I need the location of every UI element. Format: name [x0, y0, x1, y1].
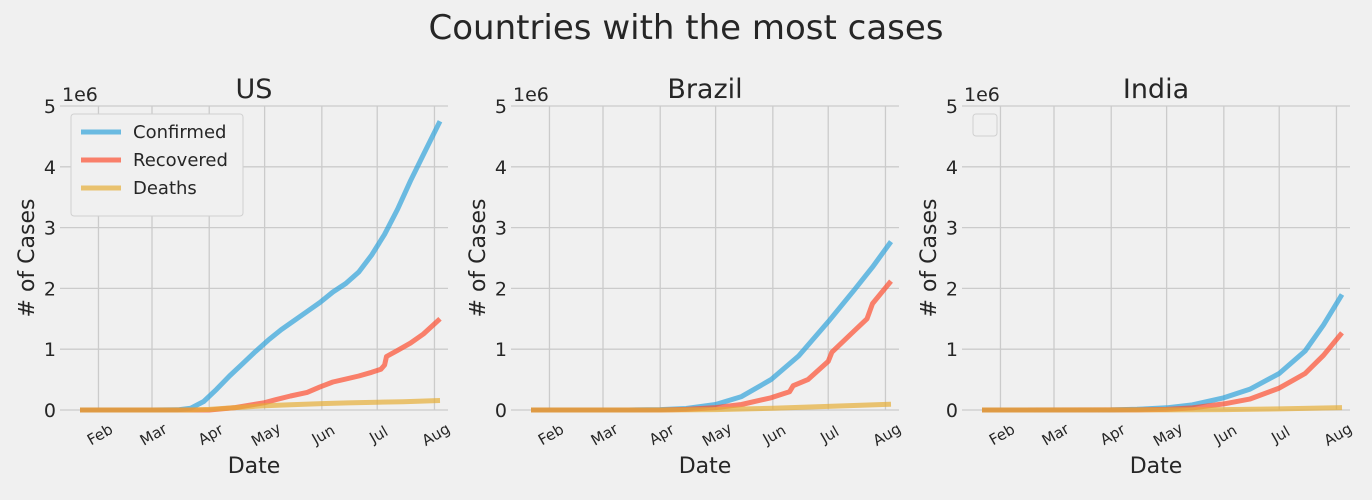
- y-tick-label: 1: [946, 339, 958, 361]
- x-tick-label: Mar: [588, 419, 622, 449]
- y-axis-label: # of Cases: [466, 199, 491, 318]
- y-tick-label: 0: [495, 400, 507, 422]
- x-tick-label: Aug: [870, 419, 904, 449]
- y-tick-label: 3: [44, 218, 56, 240]
- y-tick-label: 5: [495, 96, 507, 118]
- legend-label: Deaths: [133, 178, 197, 199]
- x-tick-label: Jun: [759, 421, 789, 449]
- y-tick-label: 1: [44, 339, 56, 361]
- x-tick-label: Apr: [1097, 420, 1129, 449]
- x-tick-label: Jun: [1210, 421, 1240, 449]
- x-tick-label: Feb: [986, 420, 1018, 449]
- legend-label: Confirmed: [133, 122, 226, 143]
- y-tick-label: 4: [44, 157, 56, 179]
- y-tick-label: 0: [946, 400, 958, 422]
- y-axis-label: # of Cases: [917, 199, 942, 318]
- y-tick-label: 4: [495, 157, 507, 179]
- x-tick-label: Apr: [195, 420, 227, 449]
- y-tick-label: 2: [495, 278, 507, 300]
- x-tick-label: Feb: [84, 420, 116, 449]
- series-line-deaths: [80, 398, 441, 413]
- y-tick-label: 4: [946, 157, 958, 179]
- y-scale-label: 1e6: [513, 84, 549, 106]
- y-tick-label: 5: [946, 96, 958, 118]
- y-tick-label: 0: [44, 400, 56, 422]
- y-tick-label: 1: [495, 339, 507, 361]
- x-tick-label: Mar: [1039, 419, 1073, 449]
- subplot-india: 0 1 2 3 4 5 Feb Mar Apr May Jun Jul Aug 1e6 India Date #…: [917, 74, 1355, 479]
- x-tick-label: May: [699, 419, 735, 450]
- series-line-recovered: [80, 316, 442, 413]
- x-axis-label: Date: [1130, 454, 1183, 479]
- series-line-confirmed: [531, 240, 894, 413]
- subplot-brazil: 0 1 2 3 4 5 Feb Mar Apr May Jun Jul Aug 1e6 Brazil Date…: [466, 74, 904, 479]
- legend-label: Recovered: [133, 150, 228, 171]
- series-line-recovered: [981, 331, 1344, 413]
- x-tick-label: May: [248, 419, 284, 450]
- series-line-recovered: [531, 279, 893, 413]
- legend-box: [972, 113, 998, 137]
- x-tick-label: Aug: [419, 419, 453, 449]
- y-scale-label: 1e6: [964, 84, 1000, 106]
- y-tick-label: 3: [946, 218, 958, 240]
- y-tick-label: 2: [44, 278, 56, 300]
- y-scale-label: 1e6: [62, 84, 98, 106]
- x-tick-label: Jul: [1268, 422, 1294, 447]
- x-axis-label: Date: [679, 454, 732, 479]
- x-tick-label: Jul: [817, 422, 843, 447]
- x-tick-label: Jul: [366, 422, 392, 447]
- x-tick-label: Apr: [646, 420, 678, 449]
- series-line-deaths: [981, 405, 1343, 413]
- y-axis-label: # of Cases: [15, 199, 40, 318]
- y-tick-label: 5: [44, 96, 56, 118]
- x-tick-label: Jun: [308, 421, 338, 449]
- y-tick-label: 3: [495, 218, 507, 240]
- x-tick-label: Mar: [137, 419, 171, 449]
- subplot-title: US: [236, 74, 273, 105]
- x-tick-label: Aug: [1321, 419, 1355, 449]
- subplot-title: Brazil: [667, 74, 742, 105]
- x-tick-label: May: [1150, 419, 1186, 450]
- x-tick-label: Feb: [535, 420, 567, 449]
- figure-title: Countries with the most cases: [428, 8, 943, 48]
- series-line-confirmed: [80, 120, 443, 413]
- subplot-title: India: [1123, 74, 1189, 105]
- x-axis-label: Date: [228, 454, 281, 479]
- series-line-confirmed: [981, 293, 1345, 413]
- subplot-us: 0 1 2 3 4 5 Feb Mar Apr May Jun Jul Aug 1e6 US Date # of…: [15, 74, 453, 479]
- series-line-deaths: [531, 401, 892, 413]
- y-tick-label: 2: [946, 278, 958, 300]
